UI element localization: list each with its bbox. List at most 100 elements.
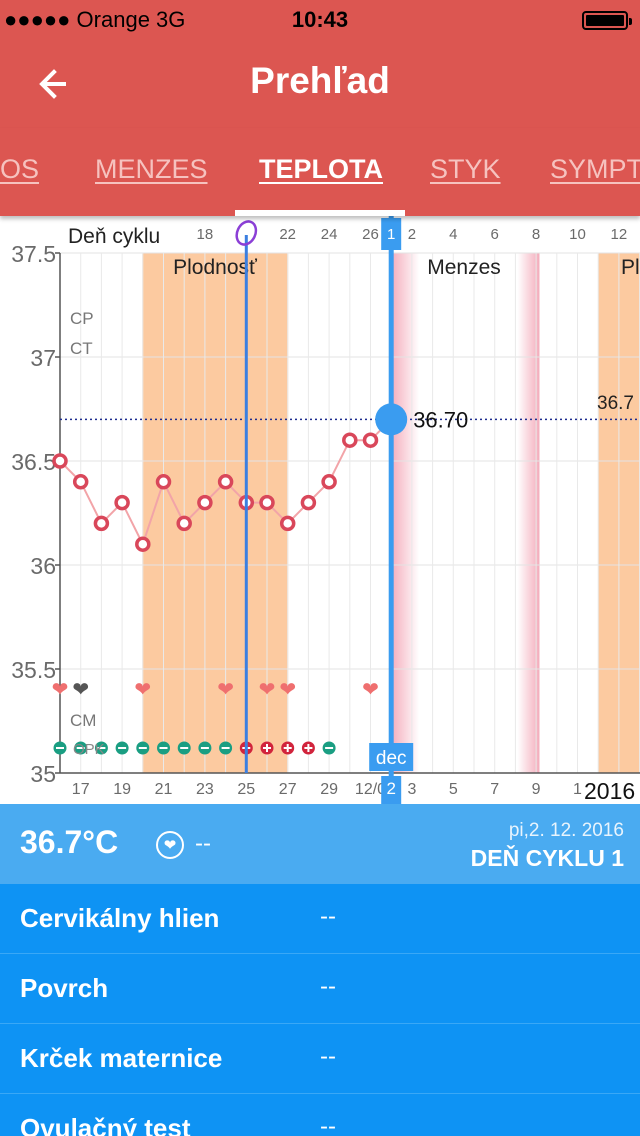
detail-row-cervix[interactable]: Krček maternice -- — [0, 1024, 640, 1094]
tab-os[interactable]: OS — [0, 154, 40, 184]
opk-positive-mark — [304, 744, 313, 752]
app-bar: Prehľad — [0, 40, 640, 128]
cp-row-label: CP — [70, 309, 94, 328]
detail-label: Ovulačný test — [20, 1113, 191, 1136]
intercourse-heart-icon: ❤ — [217, 679, 234, 701]
y-tick-label: 36.5 — [11, 449, 56, 475]
temperature-point — [52, 453, 68, 469]
detail-row-surface[interactable]: Povrch -- — [0, 954, 640, 1024]
x-tick-label: 7 — [490, 781, 499, 798]
y-tick-label: 36 — [30, 553, 56, 579]
temperature-point — [197, 494, 213, 511]
temperature-value: 36.7°C — [20, 824, 119, 860]
detail-value: -- — [320, 903, 336, 930]
y-tick-label: 35.5 — [11, 657, 56, 683]
page-title: Prehľad — [250, 60, 390, 101]
year-label-bg — [582, 776, 640, 804]
opk-positive-mark — [283, 744, 292, 752]
temperature-point — [342, 432, 358, 448]
detail-row-cervical-mucus[interactable]: Cervikálny hlien -- — [0, 884, 640, 954]
x-tick-label: 9 — [532, 781, 541, 798]
arrow-left-icon — [39, 69, 66, 99]
month-badge — [369, 743, 414, 771]
intercourse-heart-icon: ❤ — [52, 679, 69, 701]
selected-x-tick-label: 2 — [386, 779, 395, 798]
temperature-point — [93, 515, 110, 532]
cycle-day-tick-label: 24 — [321, 226, 338, 243]
month-label: dec — [376, 748, 407, 769]
tab-styk[interactable]: STYK — [430, 154, 501, 184]
selected-point — [375, 403, 408, 436]
cycle-day-tick-label: 1 — [387, 226, 395, 243]
intercourse-heart-icon: ❤ — [279, 679, 296, 701]
cycle-day-tick-label: 26 — [362, 226, 379, 243]
intercourse-heart-icon: ❤ — [259, 679, 276, 701]
tab-menzes[interactable]: MENZES — [95, 154, 208, 184]
status-bar: ●●●●● Orange 3G 10:43 — [0, 0, 640, 40]
heart-circle-icon[interactable]: ❤ — [156, 831, 184, 859]
detail-value: -- — [320, 973, 336, 1000]
temperature-point — [114, 494, 130, 511]
ct-row-label: CT — [70, 339, 93, 358]
intercourse-heart-icon: ❤ — [134, 679, 151, 701]
temperature-point — [135, 536, 151, 552]
detail-value: -- — [320, 1113, 336, 1136]
cycle-day-tick-label: 4 — [449, 226, 457, 243]
next-fertile-band-label: Pl — [621, 256, 640, 279]
temperature-point — [279, 515, 296, 532]
detail-label: Krček maternice — [20, 1043, 223, 1073]
detail-row-ovulation-test[interactable]: Ovulačný test -- — [0, 1094, 640, 1136]
cycle-day-tick-label: 6 — [491, 226, 499, 243]
cycle-day-tick-label: 10 — [569, 226, 586, 243]
opk-row-label: OPK — [73, 741, 105, 758]
cycle-day-tick-label: 18 — [197, 226, 214, 243]
back-button[interactable] — [30, 60, 80, 110]
temperature-point — [321, 474, 337, 490]
x-tick-label: 3 — [407, 781, 416, 798]
battery-icon — [582, 11, 632, 30]
selected-day-summary[interactable]: 36.7°C ❤ -- pi,2. 12. 2016 DEŇ CYKLU 1 — [0, 804, 640, 884]
tab-bar: OS MENZES TEPLOTA STYK SYMPT — [0, 128, 640, 216]
fertile-window-band — [142, 253, 289, 773]
carrier-label: ●●●●● Orange 3G — [4, 7, 186, 32]
intercourse-heart-icon: ❤ — [72, 679, 89, 701]
tab-indicator — [235, 210, 405, 216]
tab-teplota[interactable]: TEPLOTA — [259, 154, 383, 184]
opk-positive-mark — [263, 744, 271, 752]
tab-sympt[interactable]: SYMPT — [550, 154, 640, 184]
temperature-point — [217, 474, 234, 490]
cycle-day-tick-label: 8 — [532, 226, 540, 243]
period-band-label: Menzes — [427, 256, 501, 279]
cycle-day-label: DEŇ CYKLU 1 — [470, 845, 624, 871]
temperature-point — [300, 494, 317, 511]
temperature-chart[interactable]: 37.53736.53635.5351719212325272912/02357… — [0, 216, 640, 804]
temperature-point — [176, 515, 192, 532]
period-band-end — [517, 253, 540, 773]
cycle-day-header-label: Deň cyklu — [68, 225, 160, 248]
clock: 10:43 — [291, 7, 349, 32]
x-tick-label: 12/0 — [355, 781, 386, 798]
right-value-label: 36.7 — [597, 393, 634, 414]
temperature-point — [362, 432, 379, 448]
temperature-point — [72, 474, 89, 490]
temperature-point — [155, 474, 172, 490]
ovulation-day-icon — [235, 220, 258, 246]
cycle-day-tick-label: 2 — [408, 226, 416, 243]
period-band-start — [391, 253, 420, 773]
fertile-band-label: Plodnosť — [173, 256, 258, 279]
x-tick-label: 17 — [72, 781, 90, 798]
intercourse-value: -- — [195, 830, 211, 857]
detail-label: Cervikálny hlien — [20, 903, 220, 933]
x-tick-label: 5 — [449, 781, 458, 798]
selected-value-label: 36.70 — [413, 407, 468, 432]
temperature-line — [59, 439, 371, 547]
x-tick-label: 23 — [196, 781, 214, 798]
cycle-day-tick-label: 12 — [611, 226, 628, 243]
x-tick-label: 29 — [320, 781, 338, 798]
detail-label: Povrch — [20, 973, 109, 1003]
x-tick-label: 1 — [573, 781, 582, 798]
x-tick-label: 21 — [155, 781, 173, 798]
selected-date: pi,2. 12. 2016 — [508, 820, 624, 841]
cursor-top-handle — [381, 218, 402, 250]
detail-value: -- — [320, 1043, 336, 1070]
